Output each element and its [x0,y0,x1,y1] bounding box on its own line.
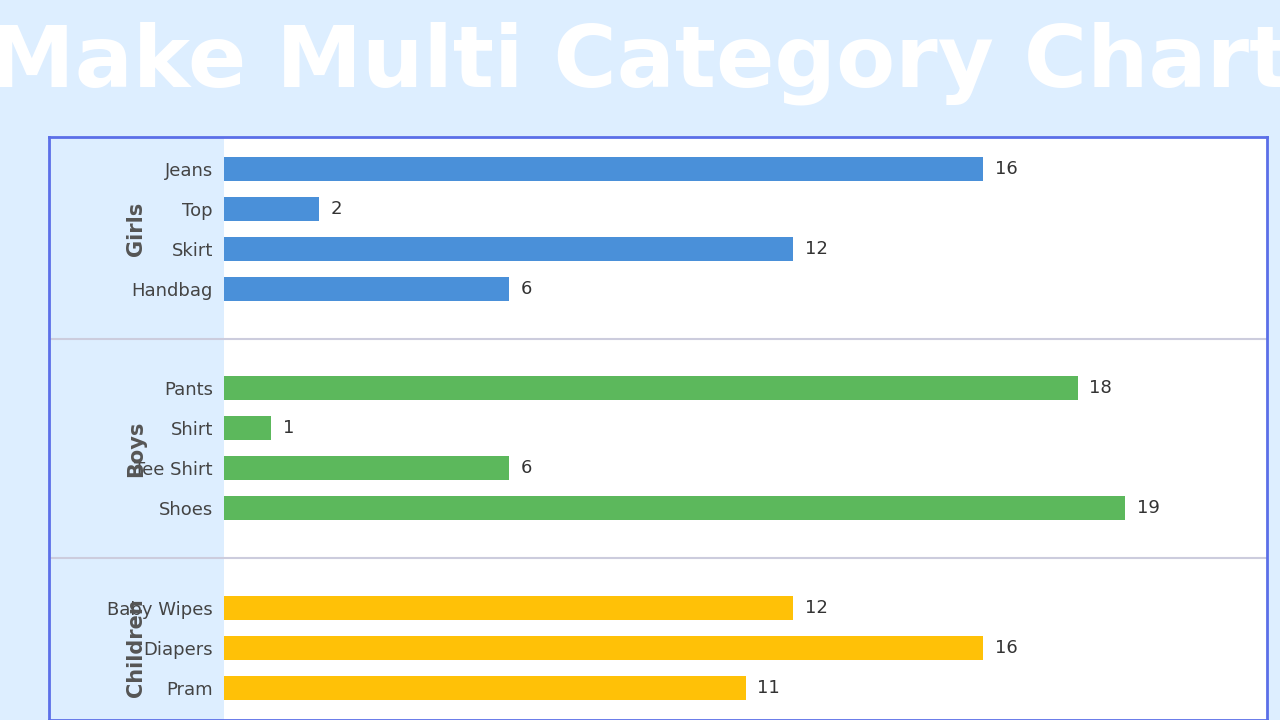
Text: 12: 12 [805,240,828,258]
Bar [224,197,319,221]
Bar [224,676,745,700]
Text: Children: Children [127,599,146,698]
Text: Girls: Girls [127,202,146,256]
Bar [224,377,1078,400]
Bar [224,416,271,441]
Text: 11: 11 [758,679,781,697]
Bar [224,496,1125,521]
Bar [224,157,983,181]
Text: 12: 12 [805,599,828,617]
Bar [224,596,794,620]
Text: 6: 6 [521,459,531,477]
Bar [224,636,983,660]
Bar [224,276,508,300]
Text: 18: 18 [1089,379,1112,397]
Bar [224,237,794,261]
Text: Boys: Boys [127,420,146,477]
Text: 16: 16 [995,639,1018,657]
Text: Make Multi Category Chart: Make Multi Category Chart [0,22,1280,104]
Text: 19: 19 [1137,499,1160,517]
Text: 1: 1 [283,419,294,437]
Bar [224,456,508,480]
Text: 2: 2 [330,199,342,217]
Text: 6: 6 [521,279,531,297]
Text: 16: 16 [995,160,1018,178]
